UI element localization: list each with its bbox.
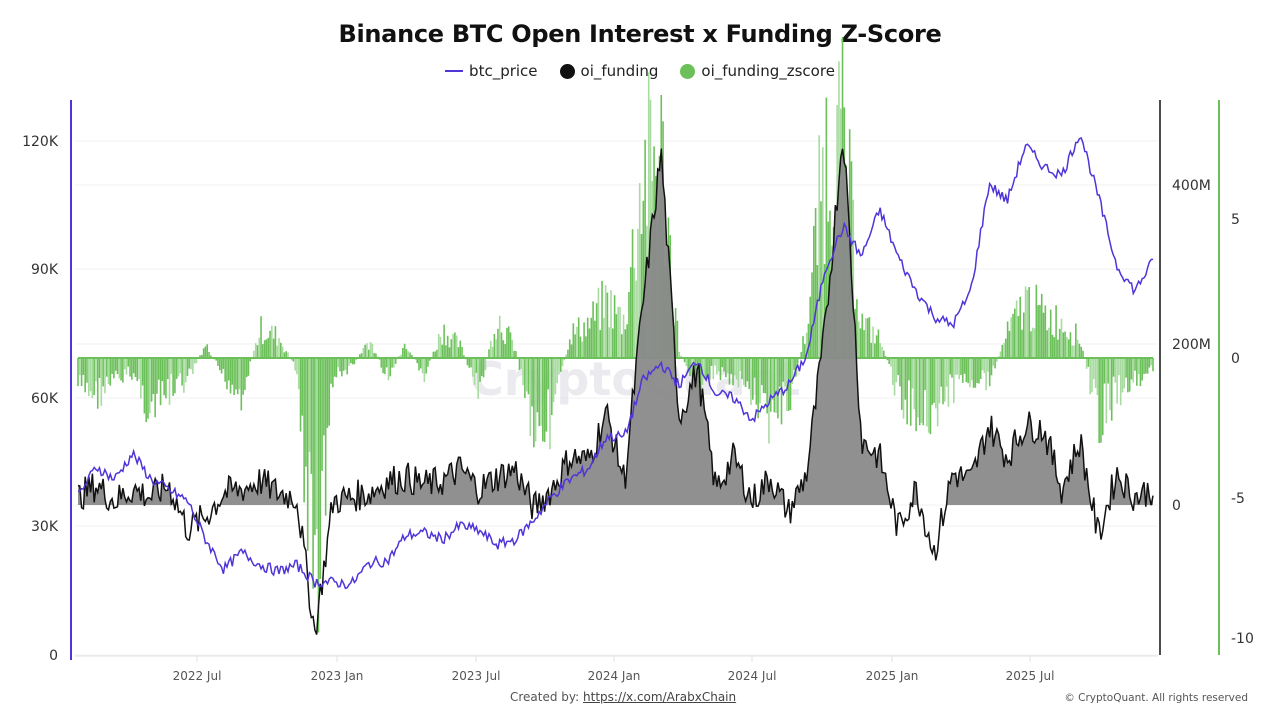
svg-text:0: 0 xyxy=(1231,351,1240,367)
svg-text:120K: 120K xyxy=(22,134,59,150)
svg-text:200M: 200M xyxy=(1172,337,1211,353)
line-swatch-icon xyxy=(445,70,464,72)
dot-swatch-icon xyxy=(559,63,575,79)
legend-label: oi_funding xyxy=(580,62,659,80)
svg-text:2025 Jan: 2025 Jan xyxy=(866,669,919,683)
svg-text:2022 Jul: 2022 Jul xyxy=(173,669,222,683)
legend-item-oi-funding[interactable]: oi_funding xyxy=(559,62,659,80)
legend-label: oi_funding_zscore xyxy=(701,62,835,80)
legend-label: btc_price xyxy=(469,62,538,80)
svg-text:90K: 90K xyxy=(31,262,59,278)
svg-text:-10: -10 xyxy=(1231,631,1254,647)
svg-text:2023 Jul: 2023 Jul xyxy=(452,669,501,683)
svg-text:2023 Jan: 2023 Jan xyxy=(311,669,364,683)
chart-legend: btc_price oi_funding oi_funding_zscore xyxy=(0,62,1280,80)
dot-swatch-icon xyxy=(680,63,696,79)
legend-item-btc-price[interactable]: btc_price xyxy=(445,62,538,80)
svg-text:-5: -5 xyxy=(1231,491,1245,507)
svg-text:60K: 60K xyxy=(31,391,59,407)
svg-text:400M: 400M xyxy=(1172,178,1211,194)
svg-text:2024 Jul: 2024 Jul xyxy=(728,669,777,683)
created-by: Created by: https://x.com/ArabxChain xyxy=(510,690,736,704)
svg-text:0: 0 xyxy=(49,648,58,664)
zscore-bars xyxy=(77,37,1154,633)
created-by-label: Created by: xyxy=(510,690,580,704)
chart-title: Binance BTC Open Interest x Funding Z-Sc… xyxy=(338,20,942,48)
svg-text:0: 0 xyxy=(1172,498,1181,514)
created-by-link[interactable]: https://x.com/ArabxChain xyxy=(583,690,737,704)
legend-item-oi-funding-zscore[interactable]: oi_funding_zscore xyxy=(680,62,835,80)
svg-text:30K: 30K xyxy=(31,519,59,535)
oi-funding-area xyxy=(77,148,1154,635)
axes: 0 30K 60K 90K 120K 0 200M 400M -10 -5 0 5 2022 Jul 20… xyxy=(22,100,1254,683)
svg-text:2025 Jul: 2025 Jul xyxy=(1006,669,1055,683)
copyright: © CryptoQuant. All rights reserved xyxy=(1064,692,1248,704)
svg-text:2024 Jan: 2024 Jan xyxy=(588,669,641,683)
btc-price-line xyxy=(77,137,1154,590)
svg-text:5: 5 xyxy=(1231,212,1240,228)
